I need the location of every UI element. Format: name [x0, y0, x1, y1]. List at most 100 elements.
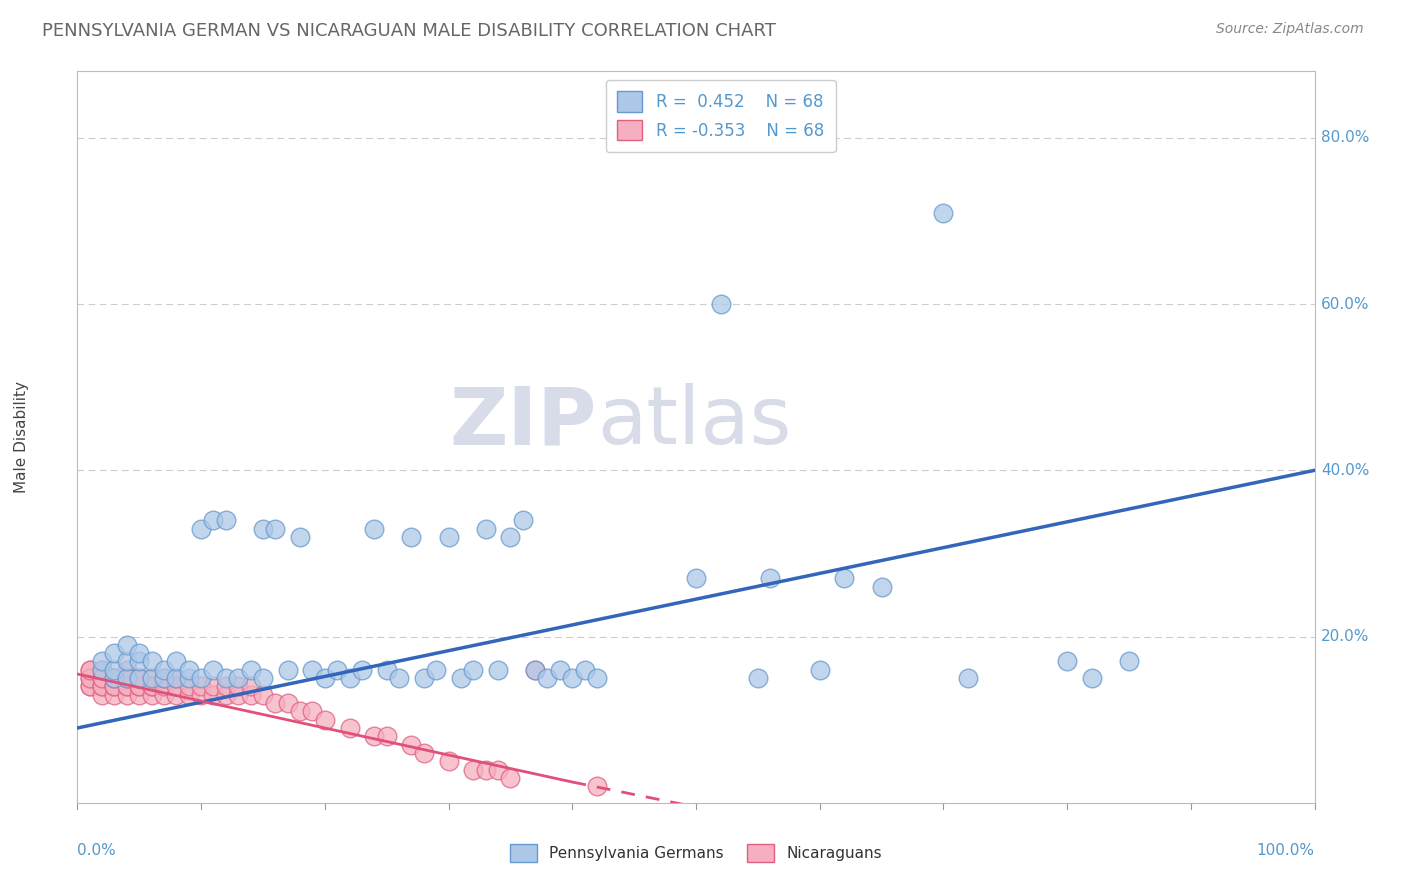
Point [115, 638, 138, 652]
Point [177, 680, 200, 694]
Point [957, 671, 980, 685]
Point [79, 680, 101, 694]
Point [239, 688, 262, 702]
Point [141, 671, 163, 685]
Point [499, 530, 522, 544]
Point [264, 696, 287, 710]
Point [190, 680, 212, 694]
Point [91, 680, 114, 694]
Point [153, 671, 176, 685]
Point [103, 688, 125, 702]
Point [1056, 655, 1078, 669]
Point [350, 663, 373, 677]
Point [141, 680, 163, 694]
Point [141, 655, 163, 669]
Point [103, 646, 125, 660]
Point [202, 513, 225, 527]
Point [524, 663, 547, 677]
Point [463, 763, 485, 777]
Point [91, 671, 114, 685]
Point [834, 571, 856, 585]
Point [115, 671, 138, 685]
Point [264, 521, 287, 535]
Point [128, 646, 150, 660]
Text: PENNSYLVANIA GERMAN VS NICARAGUAN MALE DISABILITY CORRELATION CHART: PENNSYLVANIA GERMAN VS NICARAGUAN MALE D… [42, 22, 776, 40]
Point [339, 721, 361, 735]
Point [128, 671, 150, 685]
Point [710, 297, 733, 311]
Point [103, 671, 125, 685]
Point [91, 655, 114, 669]
Point [165, 671, 187, 685]
Point [79, 680, 101, 694]
Point [932, 205, 955, 219]
Point [202, 688, 225, 702]
Point [91, 663, 114, 677]
Point [79, 671, 101, 685]
Text: 40.0%: 40.0% [1320, 463, 1369, 478]
Point [314, 671, 336, 685]
Text: Source: ZipAtlas.com: Source: ZipAtlas.com [1216, 22, 1364, 37]
Point [215, 688, 238, 702]
Text: 80.0%: 80.0% [1320, 130, 1369, 145]
Point [79, 663, 101, 677]
Point [103, 663, 125, 677]
Point [412, 671, 434, 685]
Point [115, 680, 138, 694]
Point [401, 530, 423, 544]
Point [141, 688, 163, 702]
Text: atlas: atlas [598, 384, 792, 461]
Point [239, 680, 262, 694]
Point [103, 680, 125, 694]
Point [388, 671, 411, 685]
Point [226, 680, 249, 694]
Point [165, 680, 187, 694]
Point [202, 663, 225, 677]
Point [574, 663, 596, 677]
Point [524, 663, 547, 677]
Point [128, 680, 150, 694]
Point [412, 746, 434, 760]
Point [288, 530, 311, 544]
Text: 0.0%: 0.0% [77, 843, 117, 858]
Point [474, 763, 496, 777]
Point [226, 671, 249, 685]
Point [363, 521, 385, 535]
Point [561, 671, 583, 685]
Point [226, 688, 249, 702]
Point [165, 671, 187, 685]
Point [375, 663, 398, 677]
Point [437, 530, 460, 544]
Point [128, 671, 150, 685]
Point [115, 688, 138, 702]
Point [202, 680, 225, 694]
Point [586, 779, 609, 793]
Point [747, 671, 769, 685]
Point [375, 729, 398, 743]
Point [759, 571, 782, 585]
Point [363, 729, 385, 743]
Point [141, 680, 163, 694]
Point [115, 663, 138, 677]
Point [91, 663, 114, 677]
Point [474, 521, 496, 535]
Point [128, 680, 150, 694]
Point [190, 671, 212, 685]
Point [425, 663, 447, 677]
Point [301, 705, 323, 719]
Point [339, 671, 361, 685]
Point [215, 671, 238, 685]
Point [190, 521, 212, 535]
Point [463, 663, 485, 677]
Point [115, 680, 138, 694]
Point [115, 671, 138, 685]
Text: 60.0%: 60.0% [1320, 297, 1369, 311]
Point [252, 671, 274, 685]
Point [252, 521, 274, 535]
Point [1081, 671, 1104, 685]
Point [277, 696, 299, 710]
Point [177, 663, 200, 677]
Text: Male Disability: Male Disability [14, 381, 30, 493]
Point [115, 671, 138, 685]
Point [512, 513, 534, 527]
